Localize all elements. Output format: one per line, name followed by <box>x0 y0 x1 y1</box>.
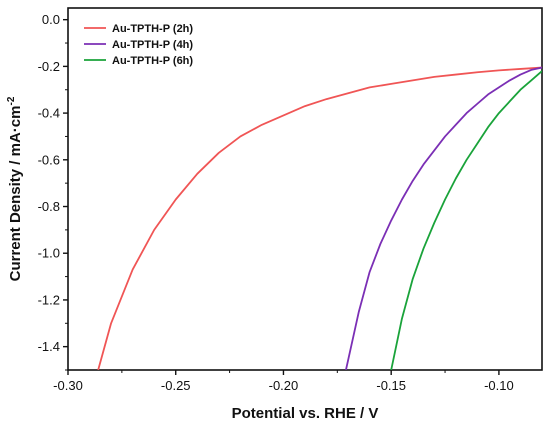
x-tick-label: -0.25 <box>161 378 191 393</box>
y-axis-title: Current Density / mA·cm-2 <box>6 96 24 281</box>
legend-label: Au-TPTH-P (6h) <box>112 55 193 67</box>
y-tick-label: -0.2 <box>38 59 60 74</box>
x-axis: -0.30 -0.25 -0.20 -0.15 -0.10 <box>53 370 514 393</box>
series-lines <box>97 66 542 370</box>
y-tick-label: -0.8 <box>38 199 60 214</box>
legend-label: Au-TPTH-P (4h) <box>112 39 193 51</box>
legend: Au-TPTH-P (2h) Au-TPTH-P (4h) Au-TPTH-P (6… <box>84 23 193 67</box>
y-tick-label: -1.0 <box>38 246 60 261</box>
x-axis-title: Potential vs. RHE / V <box>232 405 379 422</box>
x-tick-label: -0.15 <box>376 378 406 393</box>
plot-area-border <box>67 7 543 371</box>
y-tick-label: -0.4 <box>38 106 60 121</box>
y-axis: 0.0 -0.2 -0.4 -0.6 -0.8 -1.0 -1.2 -1.4 <box>38 12 68 371</box>
y-tick-label: -0.6 <box>38 152 60 167</box>
plot-frame <box>67 7 543 371</box>
series-line-3 <box>390 70 542 370</box>
y-tick-label: -1.4 <box>38 339 60 354</box>
x-tick-label: -0.20 <box>269 378 299 393</box>
series-line-1 <box>97 66 542 370</box>
y-tick-label: -1.2 <box>38 292 60 307</box>
legend-label: Au-TPTH-P (2h) <box>112 23 193 35</box>
x-tick-label: -0.30 <box>53 378 83 393</box>
x-tick-label: -0.10 <box>484 378 514 393</box>
series-line-2 <box>345 66 542 370</box>
y-tick-label: 0.0 <box>42 12 60 27</box>
